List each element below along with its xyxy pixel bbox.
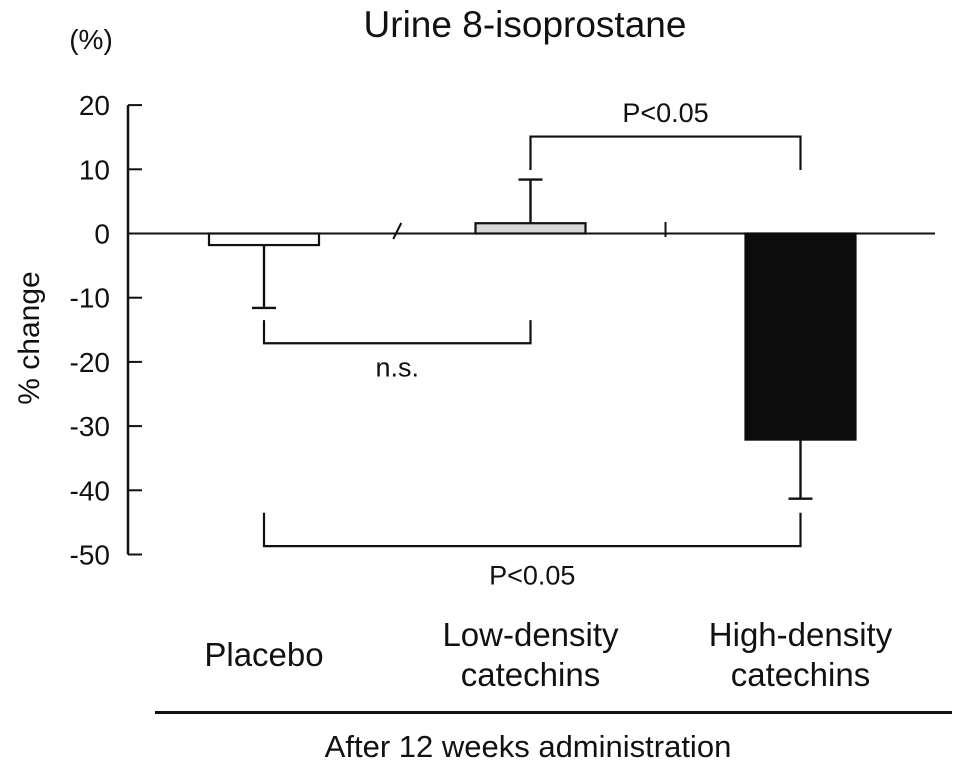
category-label-high-density-catechins: High-density (709, 616, 893, 653)
category-label-placebo: Placebo (204, 636, 323, 673)
category-label-high-density-catechins: catechins (731, 656, 870, 693)
y-axis-tick-label: -10 (70, 283, 110, 314)
y-axis-tick-label: -50 (70, 540, 110, 571)
y-axis-tick-label: -20 (70, 347, 110, 378)
category-divider-tick (392, 222, 403, 240)
x-axis-group-rule (155, 711, 952, 714)
significance-label: P<0.05 (622, 98, 708, 128)
category-label-low-density-catechins: Low-density (442, 616, 619, 653)
chart-title: Urine 8-isoprostane (363, 4, 687, 45)
y-axis-unit-label: (%) (69, 24, 113, 55)
bar-high-density-catechins (744, 232, 857, 441)
x-axis-group-label: After 12 weeks administration (324, 729, 732, 764)
significance-bracket (262, 512, 802, 548)
bar-placebo (207, 232, 321, 247)
y-axis-tick-label: 10 (79, 154, 110, 185)
significance-bracket (529, 135, 802, 170)
bar-low-density-catechins (474, 222, 587, 235)
significance-bracket (262, 320, 532, 345)
significance-label: P<0.05 (489, 561, 575, 591)
y-axis-tick-label: 20 (79, 90, 110, 121)
significance-label: n.s. (375, 353, 419, 383)
y-axis-tick-label: -30 (70, 411, 110, 442)
y-axis-tick-label: -40 (70, 475, 110, 506)
y-axis-tick-label: 0 (94, 219, 110, 250)
category-label-low-density-catechins: catechins (461, 656, 600, 693)
